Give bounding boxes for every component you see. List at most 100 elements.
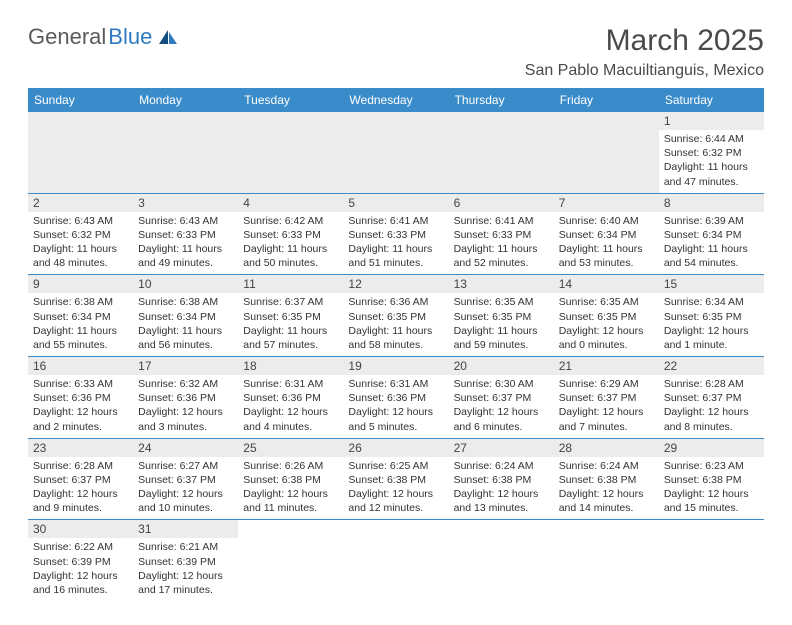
day-detail: Sunrise: 6:42 AMSunset: 6:33 PMDaylight:… (243, 212, 338, 271)
calendar-row: 1Sunrise: 6:44 AMSunset: 6:32 PMDaylight… (28, 112, 764, 193)
calendar-cell: 27Sunrise: 6:24 AMSunset: 6:38 PMDayligh… (449, 438, 554, 520)
day-number: 29 (659, 439, 764, 457)
day-number: 10 (133, 275, 238, 293)
day-number: 30 (28, 520, 133, 538)
calendar-row: 30Sunrise: 6:22 AMSunset: 6:39 PMDayligh… (28, 520, 764, 601)
calendar-cell-empty (238, 520, 343, 601)
day-detail: Sunrise: 6:24 AMSunset: 6:38 PMDaylight:… (559, 457, 654, 516)
day-number: 23 (28, 439, 133, 457)
calendar-cell: 31Sunrise: 6:21 AMSunset: 6:39 PMDayligh… (133, 520, 238, 601)
calendar-cell: 14Sunrise: 6:35 AMSunset: 6:35 PMDayligh… (554, 275, 659, 357)
calendar-cell: 23Sunrise: 6:28 AMSunset: 6:37 PMDayligh… (28, 438, 133, 520)
calendar-body: 1Sunrise: 6:44 AMSunset: 6:32 PMDaylight… (28, 112, 764, 601)
day-detail: Sunrise: 6:37 AMSunset: 6:35 PMDaylight:… (243, 293, 338, 352)
day-detail: Sunrise: 6:38 AMSunset: 6:34 PMDaylight:… (138, 293, 233, 352)
day-number: 17 (133, 357, 238, 375)
calendar-cell: 24Sunrise: 6:27 AMSunset: 6:37 PMDayligh… (133, 438, 238, 520)
day-number: 28 (554, 439, 659, 457)
day-number: 3 (133, 194, 238, 212)
calendar-row: 23Sunrise: 6:28 AMSunset: 6:37 PMDayligh… (28, 438, 764, 520)
weekday-header: Wednesday (343, 88, 448, 112)
calendar-cell: 9Sunrise: 6:38 AMSunset: 6:34 PMDaylight… (28, 275, 133, 357)
calendar-cell-empty (28, 112, 133, 193)
day-detail: Sunrise: 6:44 AMSunset: 6:32 PMDaylight:… (664, 130, 759, 189)
day-number: 1 (659, 112, 764, 130)
day-detail: Sunrise: 6:41 AMSunset: 6:33 PMDaylight:… (348, 212, 443, 271)
day-detail: Sunrise: 6:31 AMSunset: 6:36 PMDaylight:… (243, 375, 338, 434)
weekday-header: Monday (133, 88, 238, 112)
logo-text-blue: Blue (108, 24, 152, 50)
day-detail: Sunrise: 6:41 AMSunset: 6:33 PMDaylight:… (454, 212, 549, 271)
logo-sail-icon (157, 28, 179, 46)
calendar-cell: 22Sunrise: 6:28 AMSunset: 6:37 PMDayligh… (659, 357, 764, 439)
day-detail: Sunrise: 6:22 AMSunset: 6:39 PMDaylight:… (33, 538, 128, 597)
day-number: 11 (238, 275, 343, 293)
calendar-cell: 26Sunrise: 6:25 AMSunset: 6:38 PMDayligh… (343, 438, 448, 520)
day-detail: Sunrise: 6:43 AMSunset: 6:33 PMDaylight:… (138, 212, 233, 271)
day-number: 25 (238, 439, 343, 457)
day-number: 31 (133, 520, 238, 538)
calendar-cell: 4Sunrise: 6:42 AMSunset: 6:33 PMDaylight… (238, 193, 343, 275)
calendar-cell: 16Sunrise: 6:33 AMSunset: 6:36 PMDayligh… (28, 357, 133, 439)
calendar-cell: 20Sunrise: 6:30 AMSunset: 6:37 PMDayligh… (449, 357, 554, 439)
day-number: 7 (554, 194, 659, 212)
calendar-row: 2Sunrise: 6:43 AMSunset: 6:32 PMDaylight… (28, 193, 764, 275)
calendar-cell: 21Sunrise: 6:29 AMSunset: 6:37 PMDayligh… (554, 357, 659, 439)
calendar-cell-empty (449, 112, 554, 193)
day-detail: Sunrise: 6:35 AMSunset: 6:35 PMDaylight:… (559, 293, 654, 352)
day-detail: Sunrise: 6:26 AMSunset: 6:38 PMDaylight:… (243, 457, 338, 516)
day-detail: Sunrise: 6:39 AMSunset: 6:34 PMDaylight:… (664, 212, 759, 271)
day-number: 9 (28, 275, 133, 293)
calendar-cell-empty (659, 520, 764, 601)
day-detail: Sunrise: 6:28 AMSunset: 6:37 PMDaylight:… (33, 457, 128, 516)
day-number: 21 (554, 357, 659, 375)
calendar-cell: 30Sunrise: 6:22 AMSunset: 6:39 PMDayligh… (28, 520, 133, 601)
weekday-header: Saturday (659, 88, 764, 112)
logo-text-general: General (28, 24, 106, 50)
calendar-cell: 5Sunrise: 6:41 AMSunset: 6:33 PMDaylight… (343, 193, 448, 275)
day-detail: Sunrise: 6:21 AMSunset: 6:39 PMDaylight:… (138, 538, 233, 597)
day-detail: Sunrise: 6:28 AMSunset: 6:37 PMDaylight:… (664, 375, 759, 434)
calendar-cell: 10Sunrise: 6:38 AMSunset: 6:34 PMDayligh… (133, 275, 238, 357)
day-detail: Sunrise: 6:32 AMSunset: 6:36 PMDaylight:… (138, 375, 233, 434)
day-number: 24 (133, 439, 238, 457)
calendar-cell: 8Sunrise: 6:39 AMSunset: 6:34 PMDaylight… (659, 193, 764, 275)
calendar-cell: 11Sunrise: 6:37 AMSunset: 6:35 PMDayligh… (238, 275, 343, 357)
weekday-header: Tuesday (238, 88, 343, 112)
day-detail: Sunrise: 6:34 AMSunset: 6:35 PMDaylight:… (664, 293, 759, 352)
day-number: 15 (659, 275, 764, 293)
calendar-cell: 2Sunrise: 6:43 AMSunset: 6:32 PMDaylight… (28, 193, 133, 275)
day-number: 12 (343, 275, 448, 293)
calendar-cell: 25Sunrise: 6:26 AMSunset: 6:38 PMDayligh… (238, 438, 343, 520)
calendar-cell: 12Sunrise: 6:36 AMSunset: 6:35 PMDayligh… (343, 275, 448, 357)
calendar-table: Sunday Monday Tuesday Wednesday Thursday… (28, 88, 764, 601)
calendar-cell: 1Sunrise: 6:44 AMSunset: 6:32 PMDaylight… (659, 112, 764, 193)
weekday-header: Friday (554, 88, 659, 112)
calendar-row: 16Sunrise: 6:33 AMSunset: 6:36 PMDayligh… (28, 357, 764, 439)
calendar-cell: 7Sunrise: 6:40 AMSunset: 6:34 PMDaylight… (554, 193, 659, 275)
day-detail: Sunrise: 6:30 AMSunset: 6:37 PMDaylight:… (454, 375, 549, 434)
day-detail: Sunrise: 6:35 AMSunset: 6:35 PMDaylight:… (454, 293, 549, 352)
day-number: 8 (659, 194, 764, 212)
calendar-cell: 17Sunrise: 6:32 AMSunset: 6:36 PMDayligh… (133, 357, 238, 439)
page-title: March 2025 (525, 24, 764, 58)
calendar-cell-empty (554, 112, 659, 193)
day-detail: Sunrise: 6:40 AMSunset: 6:34 PMDaylight:… (559, 212, 654, 271)
calendar-cell: 6Sunrise: 6:41 AMSunset: 6:33 PMDaylight… (449, 193, 554, 275)
calendar-cell: 18Sunrise: 6:31 AMSunset: 6:36 PMDayligh… (238, 357, 343, 439)
calendar-cell: 29Sunrise: 6:23 AMSunset: 6:38 PMDayligh… (659, 438, 764, 520)
calendar-cell-empty (449, 520, 554, 601)
calendar-cell: 3Sunrise: 6:43 AMSunset: 6:33 PMDaylight… (133, 193, 238, 275)
day-detail: Sunrise: 6:29 AMSunset: 6:37 PMDaylight:… (559, 375, 654, 434)
day-detail: Sunrise: 6:38 AMSunset: 6:34 PMDaylight:… (33, 293, 128, 352)
calendar-cell-empty (343, 112, 448, 193)
day-number: 27 (449, 439, 554, 457)
day-number: 26 (343, 439, 448, 457)
calendar-row: 9Sunrise: 6:38 AMSunset: 6:34 PMDaylight… (28, 275, 764, 357)
day-detail: Sunrise: 6:43 AMSunset: 6:32 PMDaylight:… (33, 212, 128, 271)
day-detail: Sunrise: 6:33 AMSunset: 6:36 PMDaylight:… (33, 375, 128, 434)
calendar-cell: 13Sunrise: 6:35 AMSunset: 6:35 PMDayligh… (449, 275, 554, 357)
calendar-cell-empty (343, 520, 448, 601)
header: GeneralBlue March 2025 San Pablo Macuilt… (28, 24, 764, 80)
weekday-header: Sunday (28, 88, 133, 112)
